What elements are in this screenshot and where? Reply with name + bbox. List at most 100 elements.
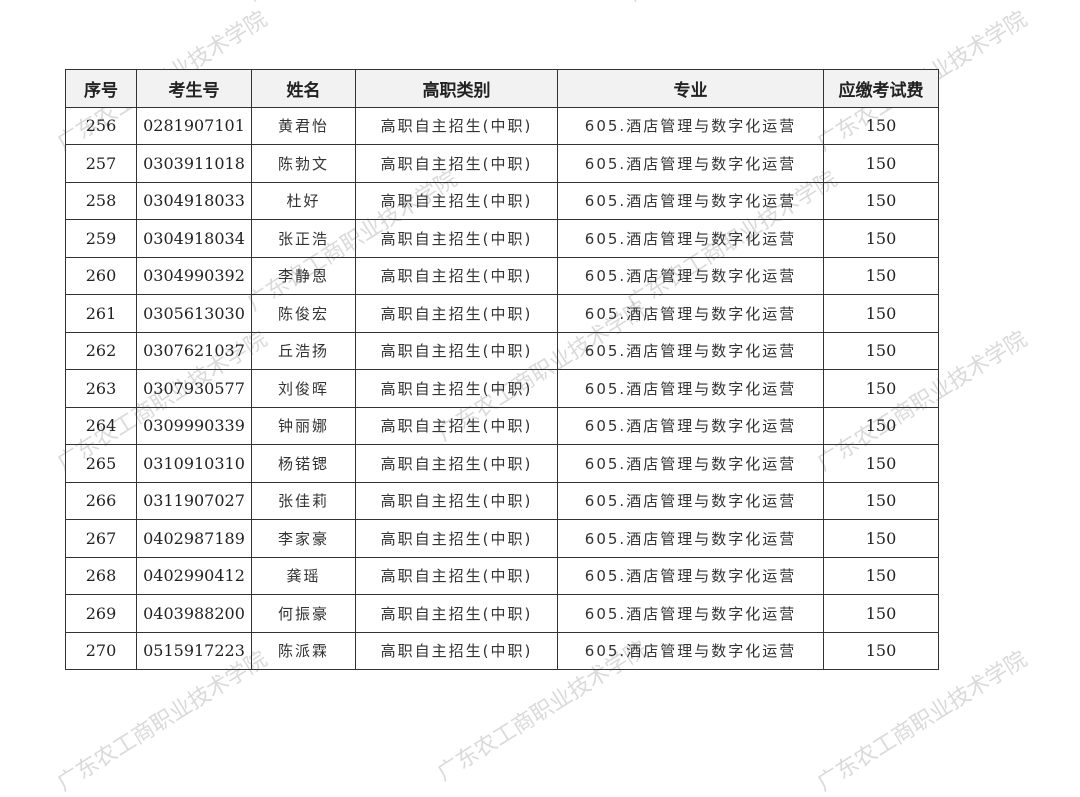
cell-index: 266	[65, 481, 137, 520]
cell-index: 260	[65, 256, 137, 295]
table-row: 256 0281907101 黄君怡 高职自主招生(中职) 605.酒店管理与数字化运营…	[65, 106, 939, 145]
cell-major: 605.酒店管理与数字化运营	[557, 406, 824, 445]
cell-category: 高职自主招生(中职)	[355, 444, 558, 483]
cell-fee: 150	[823, 556, 939, 595]
cell-name: 钟丽娜	[251, 406, 356, 445]
cell-index: 263	[65, 369, 137, 408]
cell-major: 605.酒店管理与数字化运营	[557, 631, 824, 670]
header-exam-number: 考生号	[136, 69, 252, 108]
table-row: 269 0403988200 何振豪 高职自主招生(中职) 605.酒店管理与数字化运营…	[65, 594, 939, 633]
cell-exam-number: 0310910310	[136, 444, 252, 483]
cell-name: 陈派霖	[251, 631, 356, 670]
cell-fee: 150	[823, 144, 939, 183]
cell-name: 杜好	[251, 181, 356, 220]
table-row: 257 0303911018 陈勃文 高职自主招生(中职) 605.酒店管理与数字化运营…	[65, 144, 939, 183]
cell-fee: 150	[823, 444, 939, 483]
cell-fee: 150	[823, 406, 939, 445]
header-fee: 应缴考试费	[823, 69, 939, 108]
cell-category: 高职自主招生(中职)	[355, 331, 558, 370]
cell-name: 李家豪	[251, 519, 356, 558]
cell-exam-number: 0402987189	[136, 519, 252, 558]
cell-major: 605.酒店管理与数字化运营	[557, 481, 824, 520]
cell-category: 高职自主招生(中职)	[355, 556, 558, 595]
cell-exam-number: 0304918033	[136, 181, 252, 220]
cell-index: 259	[65, 219, 137, 258]
table-row: 266 0311907027 张佳莉 高职自主招生(中职) 605.酒店管理与数字化运营…	[65, 481, 939, 520]
table-row: 268 0402990412 龚瑶 高职自主招生(中职) 605.酒店管理与数字化运营 1…	[65, 556, 939, 595]
cell-category: 高职自主招生(中职)	[355, 144, 558, 183]
cell-category: 高职自主招生(中职)	[355, 219, 558, 258]
cell-major: 605.酒店管理与数字化运营	[557, 331, 824, 370]
cell-category: 高职自主招生(中职)	[355, 631, 558, 670]
cell-major: 605.酒店管理与数字化运营	[557, 106, 824, 145]
cell-index: 261	[65, 294, 137, 333]
cell-name: 刘俊晖	[251, 369, 356, 408]
table-row: 260 0304990392 李静恩 高职自主招生(中职) 605.酒店管理与数字化运营…	[65, 256, 939, 295]
cell-name: 李静恩	[251, 256, 356, 295]
cell-fee: 150	[823, 481, 939, 520]
cell-name: 陈俊宏	[251, 294, 356, 333]
cell-major: 605.酒店管理与数字化运营	[557, 294, 824, 333]
table-row: 263 0307930577 刘俊晖 高职自主招生(中职) 605.酒店管理与数字化运营…	[65, 369, 939, 408]
cell-fee: 150	[823, 106, 939, 145]
cell-name: 黄君怡	[251, 106, 356, 145]
header-name: 姓名	[251, 69, 356, 108]
cell-exam-number: 0304918034	[136, 219, 252, 258]
cell-exam-number: 0307930577	[136, 369, 252, 408]
cell-name: 何振豪	[251, 594, 356, 633]
cell-fee: 150	[823, 594, 939, 633]
cell-index: 270	[65, 631, 137, 670]
cell-index: 256	[65, 106, 137, 145]
cell-fee: 150	[823, 631, 939, 670]
cell-name: 陈勃文	[251, 144, 356, 183]
table-row: 270 0515917223 陈派霖 高职自主招生(中职) 605.酒店管理与数字化运营…	[65, 631, 939, 670]
cell-name: 杨锘锶	[251, 444, 356, 483]
cell-category: 高职自主招生(中职)	[355, 256, 558, 295]
cell-name: 张正浩	[251, 219, 356, 258]
cell-exam-number: 0311907027	[136, 481, 252, 520]
cell-major: 605.酒店管理与数字化运营	[557, 181, 824, 220]
cell-exam-number: 0402990412	[136, 556, 252, 595]
table-row: 259 0304918034 张正浩 高职自主招生(中职) 605.酒店管理与数字化运营…	[65, 219, 939, 258]
cell-category: 高职自主招生(中职)	[355, 406, 558, 445]
cell-category: 高职自主招生(中职)	[355, 294, 558, 333]
cell-index: 257	[65, 144, 137, 183]
cell-major: 605.酒店管理与数字化运营	[557, 256, 824, 295]
table-row: 265 0310910310 杨锘锶 高职自主招生(中职) 605.酒店管理与数字化运营…	[65, 444, 939, 483]
cell-exam-number: 0281907101	[136, 106, 252, 145]
cell-category: 高职自主招生(中职)	[355, 594, 558, 633]
cell-index: 262	[65, 331, 137, 370]
fee-table: 序号 考生号 姓名 高职类别 专业 应缴考试费 256 0281907101 黄君怡…	[65, 69, 939, 670]
cell-fee: 150	[823, 181, 939, 220]
cell-category: 高职自主招生(中职)	[355, 481, 558, 520]
cell-major: 605.酒店管理与数字化运营	[557, 556, 824, 595]
cell-name: 张佳莉	[251, 481, 356, 520]
cell-exam-number: 0515917223	[136, 631, 252, 670]
cell-index: 258	[65, 181, 137, 220]
cell-category: 高职自主招生(中职)	[355, 369, 558, 408]
cell-category: 高职自主招生(中职)	[355, 106, 558, 145]
cell-exam-number: 0403988200	[136, 594, 252, 633]
cell-exam-number: 0305613030	[136, 294, 252, 333]
header-major: 专业	[557, 69, 824, 108]
watermark-text: 广东农工商职业技术学院	[240, 0, 462, 7]
table-row: 267 0402987189 李家豪 高职自主招生(中职) 605.酒店管理与数字化运营…	[65, 519, 939, 558]
table-row: 258 0304918033 杜好 高职自主招生(中职) 605.酒店管理与数字化运营 1…	[65, 181, 939, 220]
header-row: 序号 考生号 姓名 高职类别 专业 应缴考试费	[65, 69, 939, 108]
cell-exam-number: 0307621037	[136, 331, 252, 370]
header-index: 序号	[65, 69, 137, 108]
cell-fee: 150	[823, 256, 939, 295]
cell-index: 265	[65, 444, 137, 483]
cell-name: 龚瑶	[251, 556, 356, 595]
cell-category: 高职自主招生(中职)	[355, 181, 558, 220]
cell-major: 605.酒店管理与数字化运营	[557, 144, 824, 183]
cell-index: 267	[65, 519, 137, 558]
cell-index: 264	[65, 406, 137, 445]
cell-major: 605.酒店管理与数字化运营	[557, 519, 824, 558]
table-row: 264 0309990339 钟丽娜 高职自主招生(中职) 605.酒店管理与数字化运营…	[65, 406, 939, 445]
cell-major: 605.酒店管理与数字化运营	[557, 219, 824, 258]
cell-major: 605.酒店管理与数字化运营	[557, 444, 824, 483]
cell-major: 605.酒店管理与数字化运营	[557, 369, 824, 408]
cell-fee: 150	[823, 219, 939, 258]
table-row: 262 0307621037 丘浩扬 高职自主招生(中职) 605.酒店管理与数字化运营…	[65, 331, 939, 370]
